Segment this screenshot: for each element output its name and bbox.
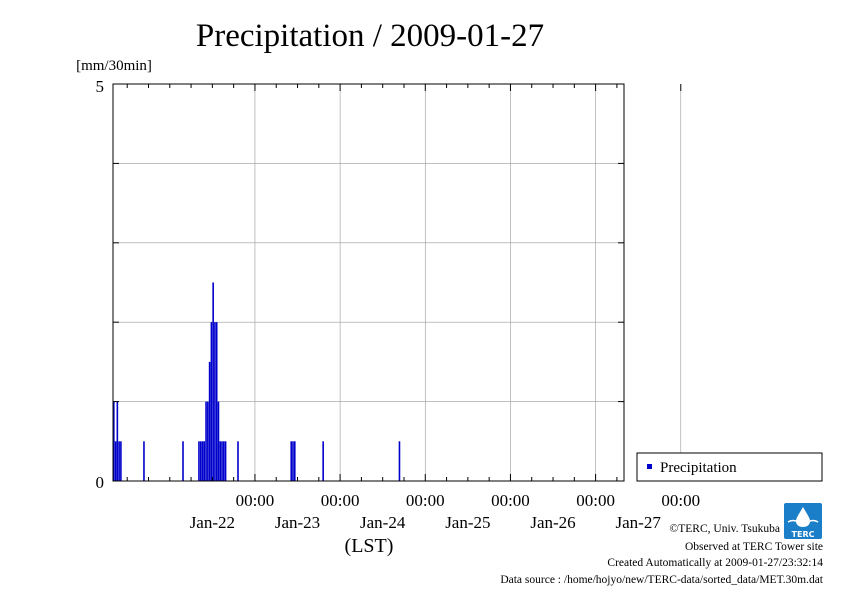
precipitation-bar	[114, 441, 117, 481]
x-tick-date-label: Jan-23	[275, 513, 320, 532]
x-tick-date-label: Jan-27	[616, 513, 662, 532]
x-tick-date-label: Jan-22	[190, 513, 235, 532]
precipitation-bar	[219, 441, 222, 481]
precipitation-bar	[198, 441, 200, 481]
copyright-text: ©TERC, Univ. Tsukuba	[670, 523, 780, 535]
x-tick-date-label: Jan-24	[360, 513, 406, 532]
precipitation-bar	[292, 441, 294, 481]
y-axis-unit-label: [mm/30min]	[76, 58, 152, 74]
precipitation-bar	[223, 441, 225, 481]
axis-ticks	[113, 84, 682, 481]
precipitation-bar	[212, 282, 214, 481]
precipitation-bars	[113, 282, 401, 481]
precipitation-bar	[214, 322, 216, 481]
precipitation-bar	[322, 441, 324, 481]
precipitation-bar	[217, 401, 220, 481]
precipitation-bar	[208, 361, 211, 481]
y-tick-label-max: 5	[96, 77, 105, 96]
precipitation-bar	[205, 401, 207, 481]
precipitation-bar	[221, 441, 223, 481]
legend-entry-precipitation: Precipitation	[660, 460, 737, 476]
chart-title: Precipitation / 2009-01-27	[196, 18, 544, 54]
created-text: Created Automatically at 2009-01-27/23:3…	[607, 557, 823, 569]
precipitation-bar	[116, 401, 119, 481]
observed-text: Observed at TERC Tower site	[685, 541, 823, 553]
x-tick-time-label: 00:00	[236, 491, 275, 510]
data-source-text: Data source : /home/hojyo/new/TERC-data/…	[500, 574, 823, 586]
x-tick-date-label: Jan-26	[530, 513, 575, 532]
precipitation-bar	[210, 322, 213, 481]
plot-frame	[112, 83, 625, 482]
precipitation-bar	[113, 401, 115, 481]
x-tick-time-label: 00:00	[576, 491, 615, 510]
terc-logo-icon: TERC	[784, 503, 822, 539]
legend: Precipitation	[636, 452, 823, 482]
x-tick-time-label: 00:00	[661, 491, 700, 510]
precipitation-bar	[201, 441, 204, 481]
precipitation-bar	[143, 441, 145, 481]
precipitation-bar	[237, 441, 239, 481]
legend-box	[636, 452, 823, 482]
grid-lines	[113, 84, 682, 481]
precipitation-bar	[398, 441, 401, 481]
precipitation-bar	[207, 401, 209, 481]
precipitation-bar	[203, 441, 206, 481]
precipitation-bar	[199, 441, 202, 481]
precipitation-bar	[293, 441, 296, 481]
precipitation-bar	[182, 441, 184, 481]
logo-text: TERC	[792, 530, 815, 539]
precipitation-bar	[224, 441, 227, 481]
precipitation-bar	[118, 441, 120, 481]
precipitation-bar	[120, 441, 122, 481]
x-axis-label: (LST)	[345, 535, 394, 557]
x-tick-time-label: 00:00	[491, 491, 530, 510]
legend-swatch	[647, 464, 652, 469]
y-tick-label-min: 0	[96, 473, 105, 492]
x-tick-time-label: 00:00	[406, 491, 445, 510]
x-tick-date-label: Jan-25	[445, 513, 490, 532]
precipitation-bar	[215, 322, 218, 481]
precipitation-bar	[290, 441, 293, 481]
x-tick-time-label: 00:00	[321, 491, 360, 510]
x-tick-labels: 00:00Jan-2200:00Jan-2300:00Jan-2400:00Ja…	[190, 491, 700, 532]
